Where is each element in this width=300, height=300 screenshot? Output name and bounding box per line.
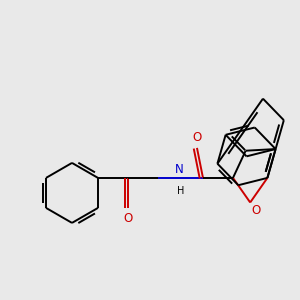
Text: O: O [123, 212, 133, 224]
Text: N: N [175, 164, 183, 176]
Text: H: H [177, 186, 184, 196]
Text: O: O [192, 131, 202, 144]
Text: O: O [252, 204, 261, 217]
